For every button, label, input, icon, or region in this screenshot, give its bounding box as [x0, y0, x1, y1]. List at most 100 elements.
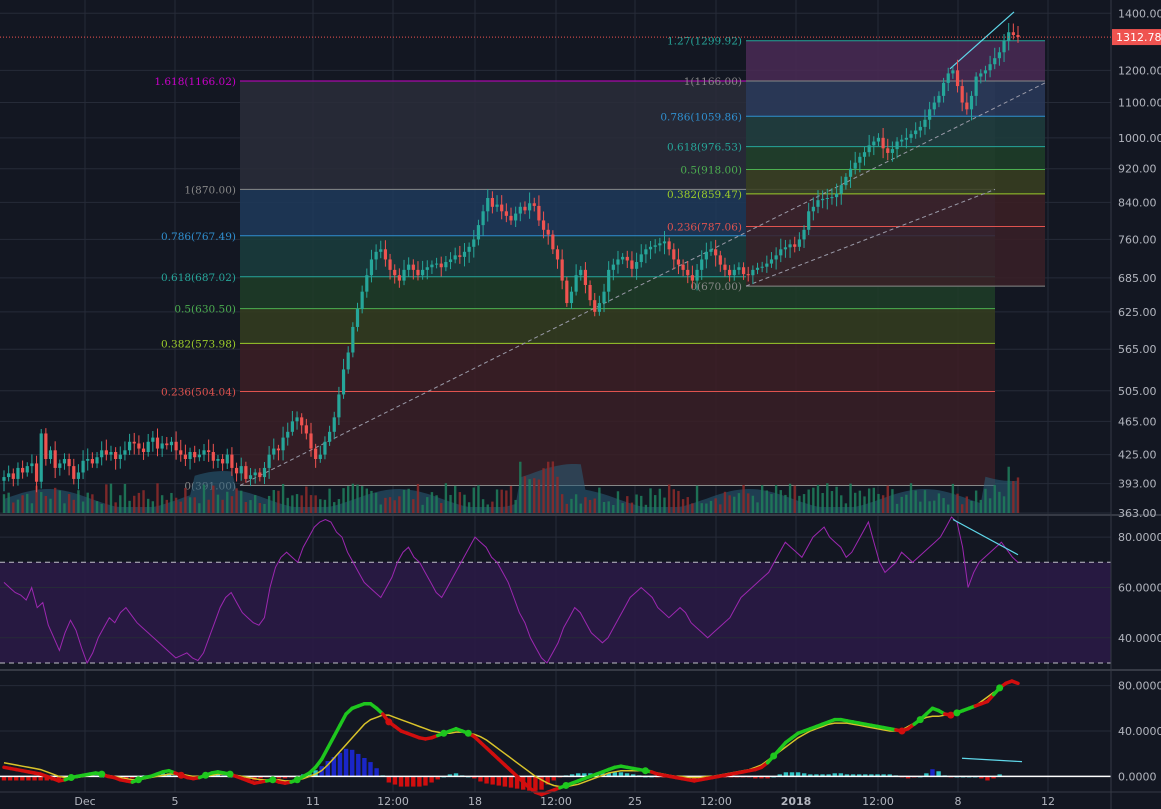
histogram-bar: [1, 776, 7, 781]
volume-bar: [626, 496, 629, 513]
volume-bar: [984, 488, 987, 513]
candle-body: [314, 448, 318, 460]
histogram-bar: [44, 776, 49, 781]
candle-body: [509, 215, 513, 221]
volume-bar: [63, 503, 66, 513]
candle-body: [411, 264, 415, 270]
volume-bar: [923, 490, 927, 513]
histogram-bar: [38, 776, 43, 781]
volume-bar: [40, 492, 43, 513]
fast-line-segment: [319, 746, 330, 762]
time-tick-label: 12:00: [700, 795, 732, 808]
volume-bar: [435, 495, 438, 513]
osc-tick-label: 80.0000: [1118, 680, 1161, 693]
histogram-bar: [215, 774, 220, 777]
oscillator-pane: [0, 679, 1111, 797]
candle-body: [676, 259, 681, 265]
histogram-bar: [582, 773, 587, 777]
candle-body: [155, 437, 160, 449]
volume-bar: [523, 476, 527, 513]
fibonacci-retracements[interactable]: 1.618(1166.02) 1(870.00) 0.786(767.49) 0.61…: [154, 36, 1045, 493]
candle-body: [504, 211, 508, 216]
volume-bar: [170, 492, 173, 513]
volume-bar: [267, 495, 271, 513]
volume-bar: [463, 494, 466, 513]
candle-body: [90, 459, 94, 464]
volume-bar: [347, 486, 350, 513]
histogram-bar: [808, 774, 813, 777]
volume-bar: [653, 495, 657, 513]
candle-body: [690, 275, 695, 281]
candle-body: [560, 259, 564, 281]
histogram-bar: [802, 773, 807, 777]
volume-bar: [300, 495, 303, 513]
histogram-bar: [844, 774, 850, 777]
cross-dot: [67, 774, 75, 782]
volume-bar: [426, 497, 429, 513]
volume-bar: [444, 483, 448, 513]
candle-body: [969, 95, 974, 110]
candle-body: [76, 472, 81, 479]
histogram-bar: [374, 768, 379, 777]
volume-bar: [481, 499, 485, 513]
volume-bar: [202, 484, 206, 513]
candle-body: [337, 394, 341, 418]
fib-zone: [240, 391, 995, 486]
candle-body: [174, 441, 178, 451]
volume-bar: [193, 497, 196, 513]
candle-body: [528, 203, 532, 211]
histogram-bar: [527, 776, 532, 791]
volume-bar: [630, 502, 634, 513]
candle-body: [760, 266, 764, 268]
volume-bar: [872, 487, 876, 513]
candle-body: [672, 249, 676, 260]
candle-body: [653, 245, 657, 247]
candle-body: [769, 259, 774, 264]
volume-bar: [356, 484, 359, 513]
time-tick-label: 18: [468, 795, 482, 808]
volume-bar: [109, 483, 113, 513]
volume-bar: [430, 492, 434, 513]
candle-body: [565, 280, 569, 304]
trend-lines[interactable]: [239, 11, 1046, 486]
candle-body: [946, 73, 950, 83]
histogram-bar: [349, 749, 355, 777]
candle-body: [1002, 40, 1006, 53]
volume-bar: [705, 503, 708, 513]
fib-zone: [746, 226, 1045, 287]
candle-body: [960, 86, 964, 103]
fib-level-label: 0.236(787.06): [667, 221, 742, 233]
volume-area: [4, 464, 1018, 513]
candle-body: [900, 139, 904, 142]
candle-body: [807, 211, 811, 230]
volume-bars: [2, 461, 1020, 513]
candle-body: [137, 443, 141, 449]
histogram-bar: [777, 774, 782, 777]
candle-body: [430, 264, 434, 268]
candle-body: [369, 259, 374, 276]
volume-bar: [579, 503, 582, 513]
candle-body: [383, 249, 388, 260]
osc-divergence-line: [961, 757, 1023, 763]
histogram-bar: [991, 776, 996, 779]
volume-bar: [314, 495, 317, 513]
histogram-bar: [930, 769, 935, 777]
candle-body: [225, 454, 229, 464]
candle-body: [588, 284, 592, 301]
candle-body: [746, 274, 750, 276]
candle-body: [239, 466, 243, 474]
volume-bar: [360, 486, 364, 513]
volume-bar: [188, 497, 192, 513]
candle-body: [658, 243, 662, 246]
candle-body: [932, 102, 936, 110]
candle-body: [258, 472, 262, 478]
candle-body: [788, 244, 792, 248]
histogram-bar: [331, 756, 337, 777]
histogram-bar: [362, 758, 367, 777]
candle-body: [421, 269, 425, 276]
volume-bar: [570, 498, 573, 513]
candle-body: [309, 433, 313, 449]
candle-body: [644, 249, 648, 255]
volume-bar: [723, 491, 727, 513]
